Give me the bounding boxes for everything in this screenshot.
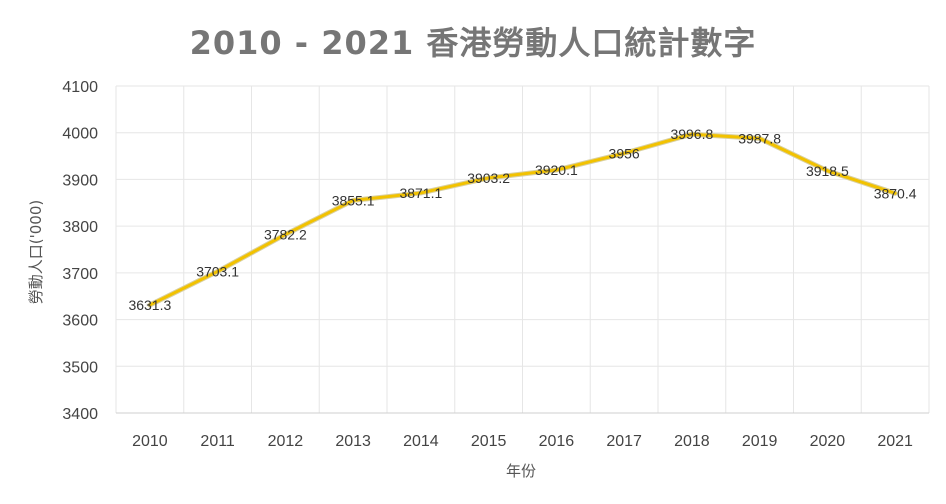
x-tick-label: 2015 (471, 433, 507, 450)
x-tick-label: 2010 (132, 433, 168, 450)
y-tick-label: 3600 (62, 313, 98, 330)
y-tick-label: 3700 (62, 266, 98, 283)
data-label: 3782.2 (264, 226, 307, 242)
x-tick-label: 2020 (810, 433, 846, 450)
series-line (147, 131, 898, 308)
data-point (419, 191, 423, 195)
x-tick-label: 2014 (403, 433, 439, 450)
data-point (283, 232, 287, 236)
data-point (893, 191, 897, 195)
data-label: 3918.5 (806, 163, 849, 179)
y-tick-label: 3400 (62, 406, 98, 423)
x-axis-title: 年份 (506, 462, 536, 480)
data-label: 3956 (609, 145, 640, 161)
tick-labels: 3400 3500 3600 3700 3800 3900 4000 4100 2010 2011… (62, 79, 913, 450)
data-label: 3703.1 (196, 263, 239, 279)
data-point (351, 198, 355, 202)
data-label: 3996.8 (670, 126, 713, 142)
y-tick-label: 4100 (62, 79, 98, 96)
data-label: 3870.4 (874, 185, 917, 201)
x-tick-label: 2016 (539, 433, 575, 450)
data-label: 3903.2 (467, 170, 510, 186)
x-tick-label: 2021 (877, 433, 913, 450)
data-label: 3631.3 (128, 297, 171, 313)
x-tick-label: 2013 (335, 433, 371, 450)
data-point (622, 151, 626, 155)
x-tick-label: 2019 (742, 433, 778, 450)
data-point (148, 303, 152, 307)
y-tick-label: 3800 (62, 219, 98, 236)
chart-title: 2010 - 2021 香港勞動人口統計數字 (189, 24, 757, 62)
data-labels: 3631.3 3703.1 3782.2 3855.1 3871.1 3903.2 3920… (128, 126, 916, 313)
x-tick-label: 2011 (200, 433, 235, 450)
data-label: 3871.1 (399, 185, 442, 201)
data-label: 3920.1 (535, 162, 578, 178)
data-label: 3855.1 (332, 192, 375, 208)
data-point (554, 168, 558, 172)
y-tick-label: 4000 (62, 126, 98, 143)
data-point (758, 136, 762, 140)
data-label: 3987.8 (738, 130, 781, 146)
y-tick-label: 3500 (62, 359, 98, 376)
x-tick-label: 2018 (674, 433, 710, 450)
grid-lines (115, 85, 930, 413)
x-tick-label: 2012 (268, 433, 304, 450)
series-line-path (148, 132, 897, 307)
data-point (690, 132, 694, 136)
data-point (216, 269, 220, 273)
y-axis-title: 勞動人口('000) (27, 200, 45, 304)
data-point (825, 169, 829, 173)
x-tick-label: 2017 (606, 433, 642, 450)
data-point (487, 176, 491, 180)
y-tick-label: 3900 (62, 172, 98, 189)
